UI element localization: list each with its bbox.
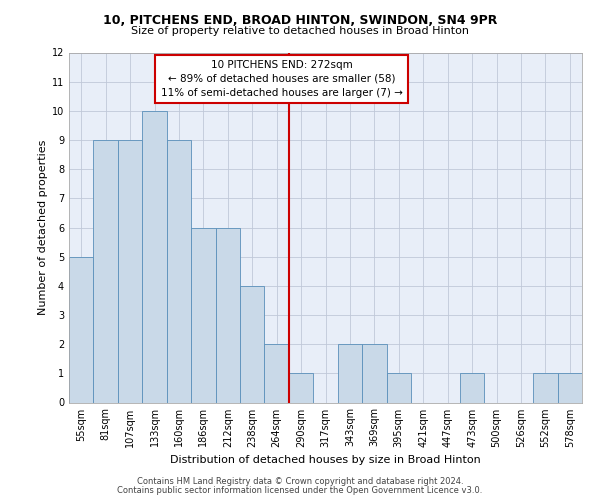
Y-axis label: Number of detached properties: Number of detached properties — [38, 140, 47, 315]
Bar — [94, 140, 118, 402]
Bar — [289, 374, 313, 402]
Bar — [460, 374, 484, 402]
Bar — [265, 344, 289, 403]
Bar — [338, 344, 362, 403]
Bar — [118, 140, 142, 402]
Bar — [533, 374, 557, 402]
X-axis label: Distribution of detached houses by size in Broad Hinton: Distribution of detached houses by size … — [170, 455, 481, 465]
Text: Contains HM Land Registry data © Crown copyright and database right 2024.: Contains HM Land Registry data © Crown c… — [137, 477, 463, 486]
Bar — [167, 140, 191, 402]
Bar — [386, 374, 411, 402]
Bar — [142, 111, 167, 403]
Text: 10, PITCHENS END, BROAD HINTON, SWINDON, SN4 9PR: 10, PITCHENS END, BROAD HINTON, SWINDON,… — [103, 14, 497, 27]
Text: Contains public sector information licensed under the Open Government Licence v3: Contains public sector information licen… — [118, 486, 482, 495]
Bar — [240, 286, 265, 403]
Bar — [191, 228, 215, 402]
Bar — [362, 344, 386, 403]
Text: 10 PITCHENS END: 272sqm
← 89% of detached houses are smaller (58)
11% of semi-de: 10 PITCHENS END: 272sqm ← 89% of detache… — [161, 60, 403, 98]
Text: Size of property relative to detached houses in Broad Hinton: Size of property relative to detached ho… — [131, 26, 469, 36]
Bar — [557, 374, 582, 402]
Bar — [215, 228, 240, 402]
Bar — [69, 256, 94, 402]
